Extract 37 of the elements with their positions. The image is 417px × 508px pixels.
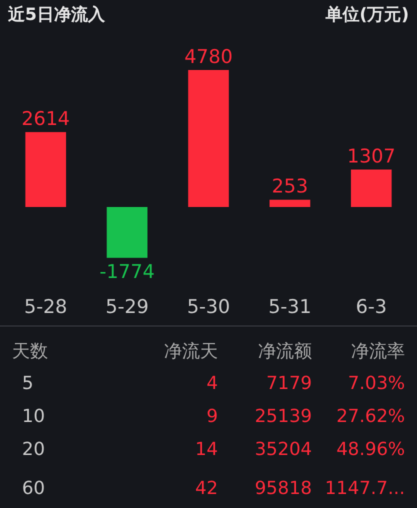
category-label: 净流天 xyxy=(164,341,218,362)
text: 27.62% xyxy=(336,406,405,427)
category-label: 净流率 xyxy=(351,341,405,362)
category-label: 天数 xyxy=(12,341,48,362)
text: 42 xyxy=(195,478,218,499)
text: 48.96% xyxy=(336,439,405,460)
text: 25139 xyxy=(254,406,312,427)
bar xyxy=(25,132,66,207)
x-tick-label: 5-29 xyxy=(106,296,149,318)
bar xyxy=(188,70,229,207)
text: 7179 xyxy=(266,373,312,394)
x-tick-label: 6-3 xyxy=(356,296,387,318)
text: 5 xyxy=(22,373,34,394)
text: 10 xyxy=(22,406,45,427)
bar xyxy=(350,170,392,207)
text: 60 xyxy=(22,478,45,499)
chart-subtitle: 单位(万元) xyxy=(324,5,409,25)
bar xyxy=(106,207,148,258)
text: 9 xyxy=(206,406,218,427)
data-label: 1307 xyxy=(347,146,396,168)
category-label: 净流额 xyxy=(258,341,312,362)
bar xyxy=(270,200,310,207)
text: 1147.7... xyxy=(324,478,405,499)
x-tick-label: 5-31 xyxy=(268,296,312,318)
text: 95818 xyxy=(254,478,312,499)
text: 35204 xyxy=(254,439,312,460)
chart-title: 近5日净流入 xyxy=(7,5,106,25)
data-label: -1774 xyxy=(99,260,155,283)
text: 4 xyxy=(206,373,218,394)
text: 7.03% xyxy=(348,373,405,394)
x-tick-label: 5-28 xyxy=(24,296,68,318)
text: 14 xyxy=(195,439,218,460)
data-label: 4780 xyxy=(184,46,233,68)
data-label: 253 xyxy=(272,176,308,198)
x-tick-label: 5-30 xyxy=(186,296,230,318)
data-label: 2614 xyxy=(22,108,70,130)
text: 20 xyxy=(22,439,45,460)
